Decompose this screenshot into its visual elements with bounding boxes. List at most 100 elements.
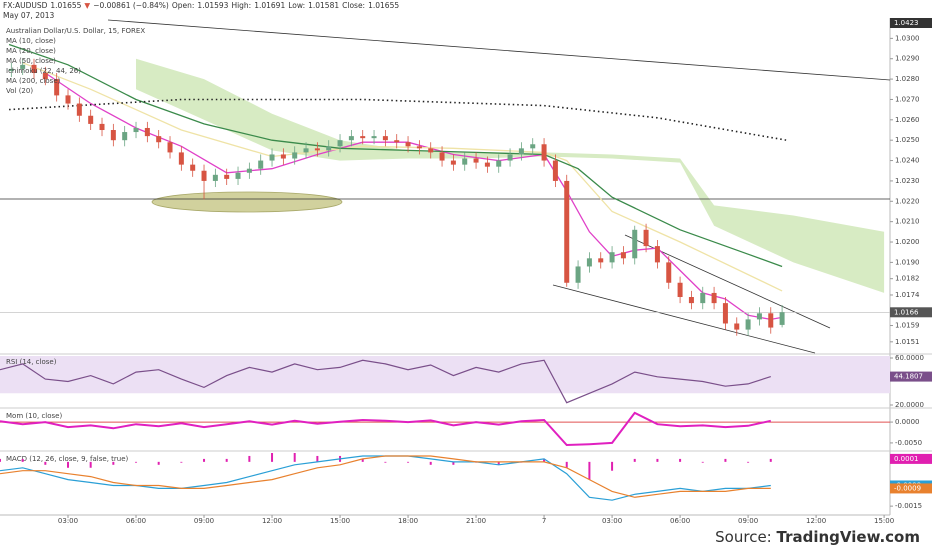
y-tick-label: 1.0174 [895, 291, 920, 299]
histogram-bar [67, 461, 70, 468]
y-tick-label: 1.0159 [895, 322, 920, 330]
value-badge [890, 371, 932, 382]
y-tick-label: 1.0240 [895, 157, 920, 165]
histogram-bar [293, 453, 296, 462]
candle-body [711, 292, 717, 304]
candle-body [31, 64, 37, 73]
close: 1.01655 [368, 1, 400, 10]
histogram-bar [361, 458, 364, 462]
histogram-bar [112, 461, 115, 465]
x-tick-label: 12:00 [806, 517, 826, 525]
candle-body [666, 262, 672, 283]
candle-body [609, 252, 615, 263]
candle-body [326, 146, 332, 151]
y-tick-label: 1.0151 [895, 338, 920, 346]
value-badge-label: 0.0001 [894, 455, 919, 463]
arrow: ▼ [84, 1, 91, 10]
quote-line: FX:AUDUSD 1.01655 ▼ −0.00861 (−0.84%) Open: 1… [3, 1, 402, 11]
pane-title: RSI (14, close) [6, 358, 57, 366]
histogram-bar [407, 461, 410, 463]
candle-body [20, 64, 26, 69]
candle-body [586, 258, 592, 267]
value-badge [890, 483, 932, 494]
candle-body [496, 160, 502, 167]
source-prefix: Source: [715, 528, 772, 546]
x-tick-label: 06:00 [670, 517, 690, 525]
high-label: High: [231, 1, 252, 10]
histogram-bar [225, 458, 228, 462]
candle-body [394, 140, 400, 143]
x-tick-label: 15:00 [874, 517, 894, 525]
y-tick-label: -0.0015 [895, 502, 922, 510]
y-tick-label: 1.0220 [895, 197, 920, 205]
moving-average [9, 98, 787, 141]
histogram-bar [497, 461, 500, 465]
pane-title: MACD (12, 26, close, 9, false, true) [6, 455, 129, 463]
open-label: Open: [171, 1, 195, 10]
histogram-bar [565, 461, 568, 468]
y-tick-label: 1.0290 [895, 55, 920, 63]
candle-body [598, 258, 604, 263]
candle-body [258, 160, 264, 169]
candle-body [122, 132, 128, 141]
legend-entry: Vol (20) [6, 87, 33, 95]
value-badge-label: 44.1807 [894, 373, 923, 381]
indicator-line [0, 455, 771, 498]
candle-body [133, 127, 139, 133]
candle-body [382, 136, 388, 141]
candle-body [371, 136, 377, 139]
candle-body [541, 144, 547, 161]
candle-body [428, 148, 434, 153]
channel-lower [552, 284, 816, 354]
histogram-bar [248, 455, 251, 462]
histogram-bar [588, 461, 591, 480]
candle-body [779, 312, 785, 325]
histogram-bar [747, 461, 750, 463]
candle-body [88, 115, 94, 124]
candle-body [700, 292, 706, 304]
candle-body [530, 144, 536, 149]
y-tick-label: 60.0000 [895, 354, 924, 362]
candle-body [54, 79, 60, 96]
histogram-bar [44, 461, 47, 465]
x-tick-label: 21:00 [466, 517, 486, 525]
candle-body [65, 95, 71, 104]
candle-body [552, 160, 558, 181]
legend-entry: Ichimoku (22, 44, 26) [6, 67, 81, 75]
candle-body [756, 313, 762, 320]
top-badge [890, 18, 932, 28]
y-tick-label: 0.0000 [895, 418, 920, 426]
y-tick-label: 1.0300 [895, 34, 920, 42]
histogram-bar [656, 458, 659, 462]
indicator-line [0, 359, 771, 404]
y-tick-label: 20.0000 [895, 401, 924, 409]
legend-entry: MA (10, close) [6, 37, 56, 45]
candle-body [201, 170, 207, 181]
histogram-bar [203, 458, 206, 462]
y-tick-label: 1.0280 [895, 75, 920, 83]
candle-body [348, 136, 354, 141]
header: FX:AUDUSD 1.01655 ▼ −0.00861 (−0.84%) Open: 1… [3, 1, 402, 21]
source-name: TradingView.com [776, 528, 920, 546]
high: 1.01691 [254, 1, 286, 10]
y-tick-label: 1.0182 [895, 275, 920, 283]
candle-body [405, 142, 411, 147]
candle-body [99, 123, 105, 131]
y-tick-label: 1.0210 [895, 218, 920, 226]
candle-body [564, 180, 570, 283]
candle-body [246, 168, 252, 173]
candle-body [42, 72, 48, 80]
legend-entry: MA (50, close) [6, 57, 56, 65]
top-badge-label: 1.0423 [894, 19, 919, 27]
candle-body [745, 319, 751, 330]
histogram-bar [679, 458, 682, 462]
histogram-bar [429, 461, 432, 465]
date: May 07, 2013 [3, 11, 55, 20]
candle-body [303, 148, 309, 153]
indicator-line [0, 411, 772, 447]
legend-entry: MA (200, close) [6, 77, 61, 85]
histogram-bar [21, 458, 24, 462]
y-tick-label: 1.0250 [895, 136, 920, 144]
histogram-bar [724, 458, 727, 462]
